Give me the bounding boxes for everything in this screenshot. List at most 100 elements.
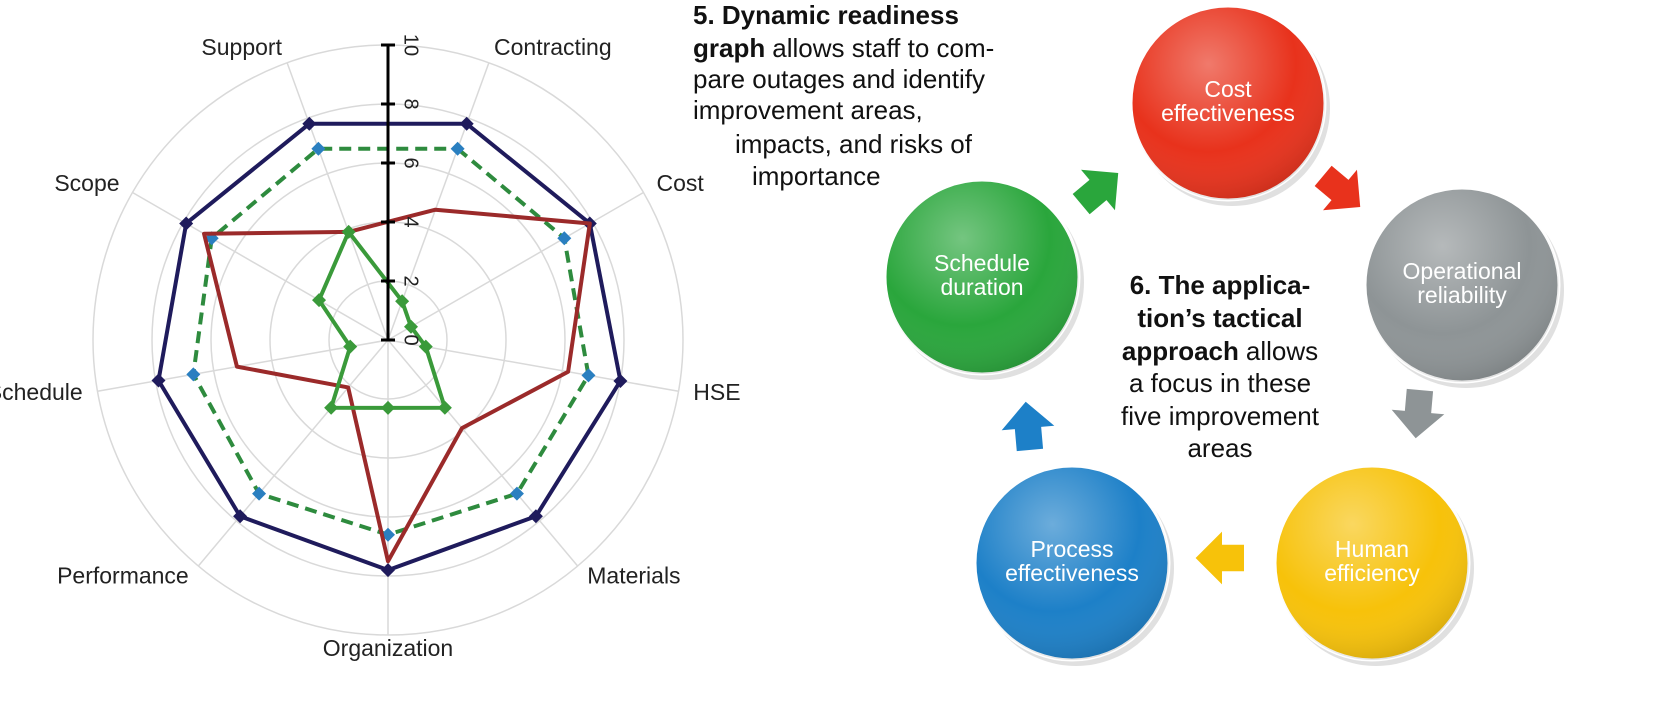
marker [459, 116, 474, 131]
marker [381, 400, 395, 415]
caption-line: improvement areas, [693, 95, 923, 125]
node-label: Human [1335, 536, 1409, 562]
category-label: Materials [587, 563, 680, 589]
caption-text: allows staff to com- [772, 33, 994, 63]
series-line [317, 229, 447, 410]
arrow [1195, 531, 1244, 585]
marker [302, 116, 317, 131]
spoke [387, 62, 490, 341]
marker [437, 400, 452, 415]
category-label: Contracting [494, 34, 612, 60]
marker [403, 319, 418, 334]
y-tick-label: 8 [400, 98, 422, 109]
caption-line: areas [1187, 433, 1252, 463]
marker [418, 339, 433, 354]
caption-bold: 5. Dynamic readiness [693, 0, 959, 30]
caption-bold: approach [1122, 336, 1239, 366]
y-tick-label: 6 [400, 157, 422, 168]
marker [613, 373, 628, 388]
spoke [97, 339, 389, 392]
spoke [387, 339, 679, 392]
spoke [387, 339, 579, 567]
spoke [387, 191, 644, 341]
caption-line: tion’s tactical [1137, 303, 1302, 333]
arrow [1072, 169, 1119, 215]
node-label: efficiency [1324, 560, 1420, 586]
caption-bold: 6. The applica- [1130, 270, 1311, 300]
arrow [1391, 388, 1445, 439]
node-label: effectiveness [1161, 100, 1295, 126]
caption-line: approach allows [1122, 336, 1318, 366]
node-shine [1275, 466, 1469, 660]
radar-chart: Contracting Cost HSE Materials Organization P… [0, 34, 741, 661]
cycle-diagram: CosteffectivenessOperationalreliabilityH… [883, 4, 1564, 666]
marker [581, 368, 596, 383]
caption-text: improvement areas, [693, 95, 923, 125]
marker [509, 486, 524, 501]
node-shine [885, 180, 1079, 374]
spoke [197, 339, 389, 567]
marker [312, 293, 327, 308]
arrow [1001, 401, 1055, 452]
spoke [132, 191, 389, 341]
marker [311, 141, 326, 156]
marker [450, 141, 465, 156]
marker [324, 400, 339, 415]
marker [381, 563, 395, 578]
caption-text: allows [1246, 336, 1318, 366]
y-tick-label: 2 [400, 275, 422, 286]
node-label: Schedule [934, 250, 1030, 276]
node-label: reliability [1417, 282, 1507, 308]
marker [151, 373, 166, 388]
marker [186, 367, 201, 382]
category-label: Cost [656, 170, 704, 196]
category-label: HSE [693, 379, 740, 405]
category-label: Schedule [0, 379, 83, 405]
caption-bold: tion’s tactical [1137, 303, 1302, 333]
series-line [156, 121, 623, 573]
series-line [191, 146, 591, 537]
caption-text: areas [1187, 433, 1252, 463]
marker [233, 509, 248, 524]
marker [557, 231, 572, 246]
marker [343, 339, 358, 354]
caption-line: importance [752, 161, 881, 191]
node-label: Cost [1204, 76, 1252, 102]
category-label: Performance [57, 563, 189, 589]
caption-line: pare outages and identify [693, 64, 985, 94]
caption-text: a focus in these [1129, 368, 1311, 398]
node-label: duration [940, 274, 1023, 300]
arrow [1314, 165, 1361, 211]
caption-line: five improvement [1121, 401, 1320, 431]
marker [395, 294, 410, 309]
category-label: Organization [323, 635, 453, 661]
caption-text: impacts, and risks of [735, 129, 973, 159]
spoke [286, 62, 389, 341]
caption-line: 5. Dynamic readiness [693, 0, 959, 30]
marker [179, 216, 194, 231]
caption-text: pare outages and identify [693, 64, 985, 94]
caption-line: impacts, and risks of [735, 129, 973, 159]
node-shine [975, 466, 1169, 660]
node-shine [1131, 6, 1325, 200]
node-label: Process [1030, 536, 1113, 562]
caption-text: importance [752, 161, 881, 191]
category-label: Scope [54, 170, 119, 196]
y-tick-label: 4 [400, 216, 422, 227]
caption-text: five improvement [1121, 401, 1320, 431]
caption-line: a focus in these [1129, 368, 1311, 398]
marker [528, 509, 543, 524]
node-shine [1365, 188, 1559, 382]
caption-bold: graph [693, 33, 765, 63]
marker [252, 486, 267, 501]
category-label: Support [201, 34, 282, 60]
series-line [202, 207, 592, 564]
marker [341, 224, 356, 239]
node-label: effectiveness [1005, 560, 1139, 586]
caption-line: graph allows staff to com- [693, 33, 994, 63]
y-tick-label: 10 [400, 34, 422, 56]
y-tick-label: 0 [400, 334, 422, 345]
node-label: Operational [1403, 258, 1522, 284]
